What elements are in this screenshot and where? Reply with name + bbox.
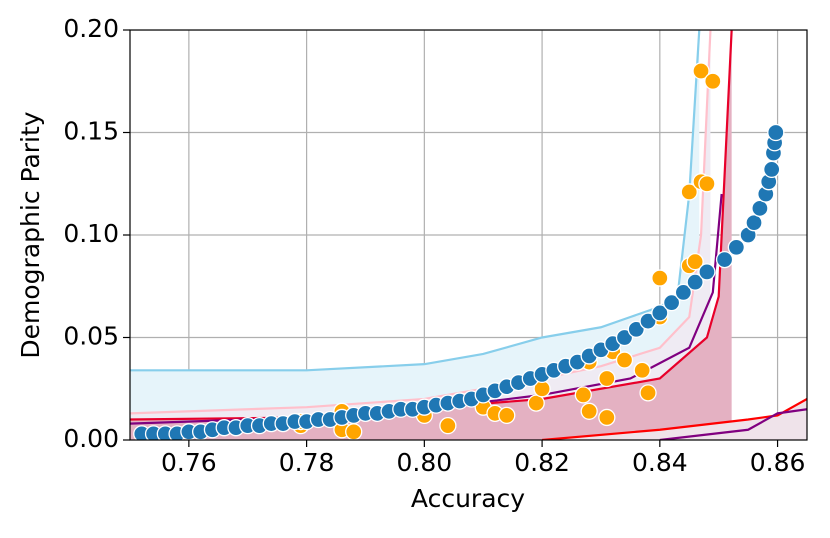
- point: [715, 250, 734, 269]
- points: [133, 62, 785, 440]
- line: [659, 408, 807, 440]
- axes: 0.76 0.78 0.80 0.82 0.84 0.86 0.00 0.05 0.10 0.15…: [63, 14, 808, 477]
- line: [541, 398, 807, 440]
- point: [727, 238, 746, 256]
- plot-frame: [129, 29, 808, 441]
- y-axis-label: Demographic Parity: [16, 111, 45, 358]
- point: [662, 293, 681, 312]
- point: [527, 394, 545, 412]
- point: [615, 328, 634, 347]
- point: [580, 402, 598, 420]
- point: [627, 320, 645, 338]
- point: [439, 416, 457, 435]
- x-axis-label: Accuracy: [411, 484, 525, 513]
- point: [767, 123, 785, 142]
- line: [130, 30, 701, 372]
- y-tick-label: 0.10: [63, 219, 119, 248]
- point: [598, 408, 616, 427]
- y-tick-label: 0.05: [63, 322, 119, 351]
- point: [763, 160, 781, 179]
- point: [498, 406, 516, 425]
- point: [639, 312, 657, 330]
- x-tick-label: 0.84: [632, 448, 688, 477]
- point: [345, 423, 363, 440]
- band-fill: [130, 30, 732, 440]
- point: [745, 214, 763, 232]
- band-fill: [130, 30, 700, 440]
- x-tick-label: 0.78: [279, 448, 335, 477]
- point: [651, 304, 669, 322]
- point: [686, 252, 704, 271]
- x-tick-label: 0.82: [514, 448, 570, 477]
- point: [698, 175, 716, 193]
- point: [751, 199, 769, 218]
- point: [704, 72, 722, 90]
- y-tick-label: 0.00: [63, 424, 119, 453]
- point: [615, 351, 634, 369]
- point: [680, 183, 698, 201]
- point: [674, 283, 693, 302]
- x-tick-label: 0.86: [750, 448, 806, 477]
- x-tick-label: 0.80: [397, 448, 453, 477]
- point: [686, 273, 704, 291]
- point: [692, 62, 710, 80]
- point: [598, 369, 616, 388]
- point: [574, 386, 592, 404]
- y-tick-label: 0.20: [63, 14, 119, 43]
- x-tick-label: 0.76: [161, 448, 217, 477]
- plot-area: [130, 30, 807, 440]
- point: [633, 361, 651, 379]
- point: [639, 384, 657, 402]
- point: [698, 263, 716, 281]
- y-tick-label: 0.15: [63, 117, 119, 146]
- point: [651, 269, 669, 287]
